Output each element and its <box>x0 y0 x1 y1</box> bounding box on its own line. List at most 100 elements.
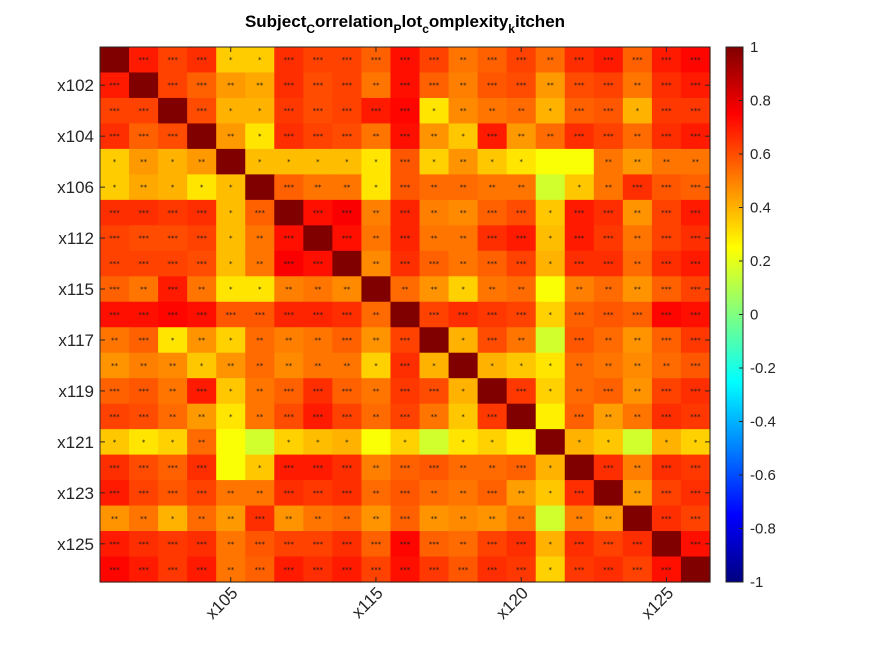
significance-star: *** <box>196 235 207 243</box>
significance-star: * <box>229 260 233 268</box>
y-tick-label: x121 <box>57 433 94 452</box>
heatmap-cell <box>448 47 479 74</box>
significance-star: *** <box>690 184 701 192</box>
heatmap-cell <box>274 174 304 201</box>
heatmap-cell <box>680 250 711 277</box>
significance-star: *** <box>574 107 585 115</box>
heatmap-cell <box>564 72 595 99</box>
significance-star: ** <box>285 336 293 344</box>
heatmap-cell <box>129 148 159 175</box>
significance-star: * <box>548 107 552 115</box>
heatmap-cell <box>216 480 246 507</box>
significance-star: *** <box>138 209 149 217</box>
heatmap-cell <box>361 352 392 379</box>
heatmap-cell <box>390 378 421 405</box>
significance-star: ** <box>256 387 264 395</box>
heatmap-cell <box>419 352 450 379</box>
significance-star: * <box>287 438 291 446</box>
heatmap-cell <box>680 403 711 430</box>
heatmap-cell <box>100 505 130 532</box>
heatmap-cell <box>651 250 682 277</box>
significance-star: ** <box>634 286 642 294</box>
significance-star: ** <box>372 489 380 497</box>
significance-star: ** <box>285 362 293 370</box>
significance-star: *** <box>429 56 440 64</box>
significance-star: *** <box>138 489 149 497</box>
significance-star: ** <box>663 362 671 370</box>
significance-star: ** <box>634 336 642 344</box>
colorbar-tick-label: -0.6 <box>750 467 776 484</box>
significance-star: *** <box>574 133 585 141</box>
heatmap-cell <box>361 225 392 252</box>
heatmap-cell <box>303 378 333 405</box>
heatmap-cell <box>216 72 246 99</box>
heatmap-cell <box>274 429 304 456</box>
significance-star: *** <box>487 336 498 344</box>
significance-star: * <box>113 158 117 166</box>
heatmap-cell <box>477 429 508 456</box>
significance-star: * <box>548 464 552 472</box>
heatmap-cell <box>622 378 653 405</box>
significance-star: *** <box>138 56 149 64</box>
significance-star: *** <box>400 158 411 166</box>
significance-star: * <box>548 362 552 370</box>
significance-star: *** <box>167 286 178 294</box>
significance-star: *** <box>516 540 527 548</box>
heatmap-cell <box>216 174 246 201</box>
heatmap-cell <box>448 148 479 175</box>
heatmap-cell <box>622 454 653 481</box>
significance-star: ** <box>634 362 642 370</box>
significance-star: ** <box>518 489 526 497</box>
significance-star: *** <box>313 209 324 217</box>
colorbar-tick-label: -0.2 <box>750 360 776 377</box>
heatmap-cell <box>274 505 304 532</box>
significance-star: ** <box>256 413 264 421</box>
heatmap-cell <box>332 97 363 125</box>
heatmap-cell <box>419 403 450 430</box>
heatmap-cell <box>332 47 363 74</box>
heatmap-cell <box>680 301 711 328</box>
significance-star: *** <box>632 540 643 548</box>
heatmap-cell <box>158 429 188 456</box>
significance-star: *** <box>690 362 701 370</box>
heatmap-cell <box>622 327 653 354</box>
significance-star: *** <box>516 387 527 395</box>
heatmap-cell <box>245 556 275 583</box>
significance-star: ** <box>460 82 468 90</box>
significance-star: *** <box>661 515 672 523</box>
significance-star: *** <box>109 540 120 548</box>
heatmap-cell <box>419 225 450 252</box>
significance-star: *** <box>400 489 411 497</box>
significance-star: ** <box>314 336 322 344</box>
heatmap-cell <box>448 531 479 558</box>
heatmap-cell <box>245 174 275 201</box>
significance-star: *** <box>400 413 411 421</box>
significance-star: * <box>548 387 552 395</box>
heatmap-cell <box>245 378 275 405</box>
x-tick-label: x120 <box>493 583 533 623</box>
heatmap-cells <box>100 47 711 583</box>
heatmap-cell <box>158 480 188 507</box>
significance-star: *** <box>196 56 207 64</box>
significance-star: ** <box>460 209 468 217</box>
significance-star: * <box>490 158 494 166</box>
significance-star: *** <box>574 311 585 319</box>
heatmap-cell <box>216 403 246 430</box>
significance-star: *** <box>109 489 120 497</box>
significance-star: *** <box>400 336 411 344</box>
significance-star: *** <box>196 311 207 319</box>
heatmap-cell <box>651 327 682 354</box>
heatmap-cell <box>593 250 624 277</box>
significance-star: * <box>432 107 436 115</box>
y-tick-label: x117 <box>58 331 94 350</box>
heatmap-cell <box>390 352 421 379</box>
heatmap-cell <box>535 250 566 277</box>
significance-star: * <box>461 387 465 395</box>
significance-star: *** <box>109 107 120 115</box>
significance-star: *** <box>138 413 149 421</box>
significance-star: ** <box>431 286 439 294</box>
significance-star: ** <box>634 158 642 166</box>
significance-star: ** <box>372 515 380 523</box>
significance-star: *** <box>167 82 178 90</box>
title-segment-2: orrelation <box>315 12 393 31</box>
